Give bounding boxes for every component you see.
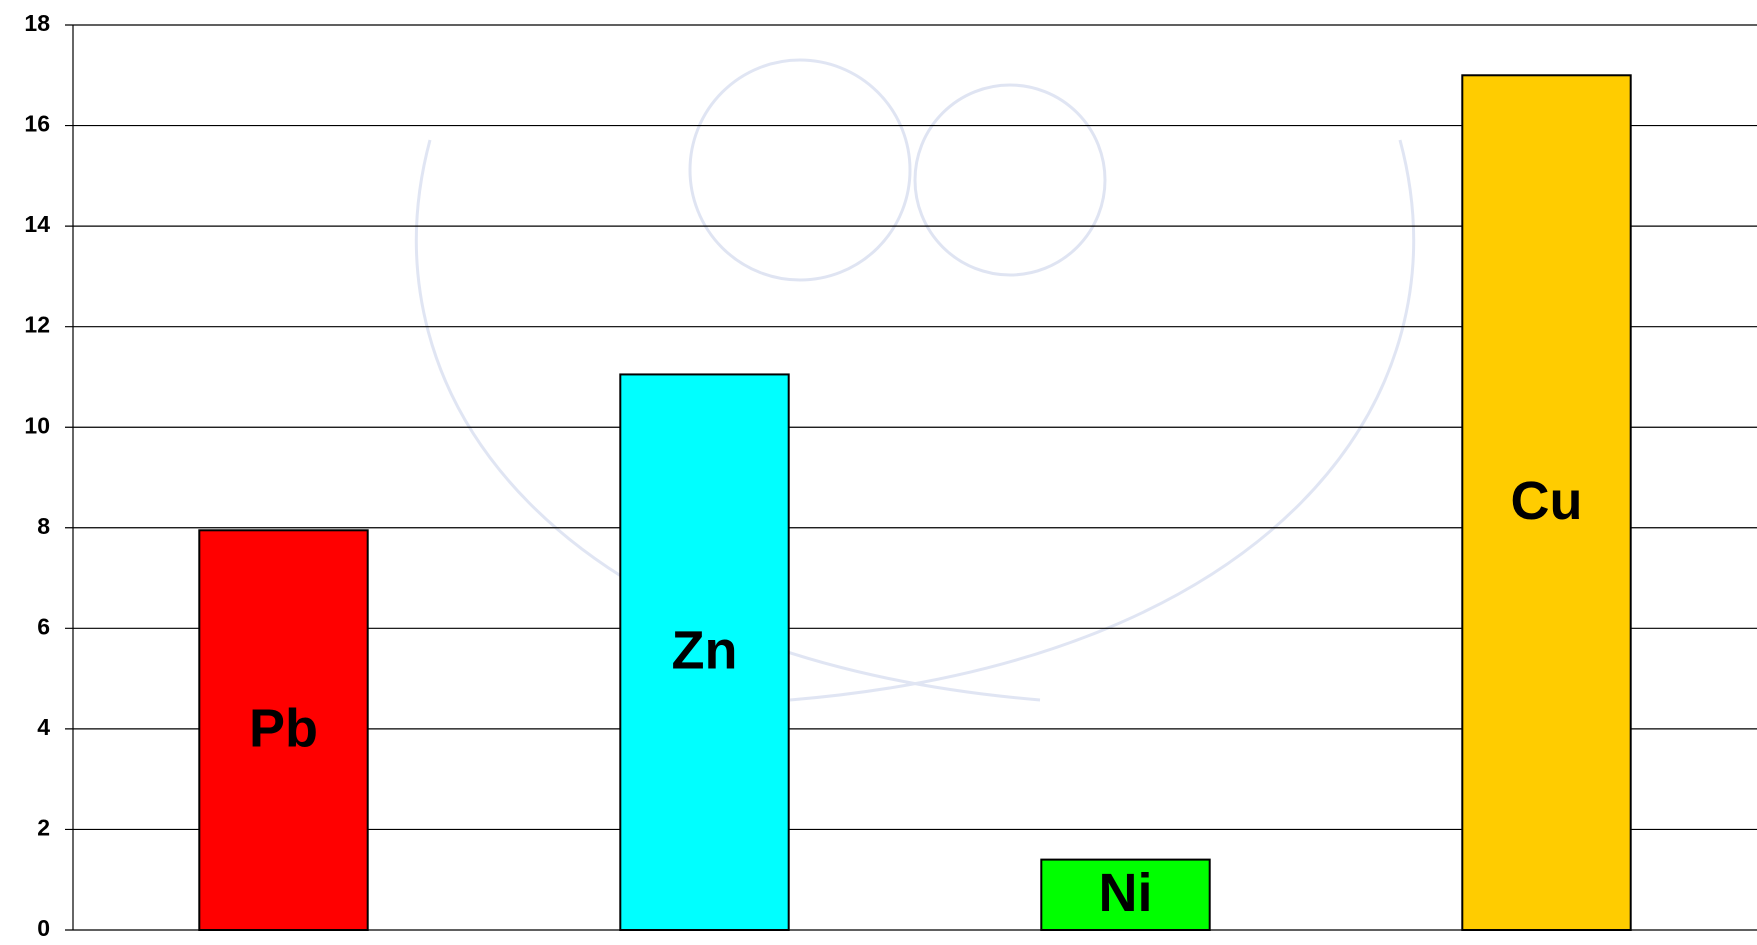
category-label: Pb <box>249 698 318 758</box>
category-label: Ni <box>1099 863 1153 923</box>
y-tick-label: 18 <box>24 10 50 36</box>
category-label: Zn <box>672 620 738 680</box>
y-tick-label: 0 <box>37 915 50 941</box>
y-tick-label: 16 <box>24 111 50 137</box>
y-tick-label: 6 <box>37 613 50 639</box>
category-label: Cu <box>1511 471 1583 531</box>
y-tick-label: 2 <box>37 815 50 841</box>
y-tick-label: 8 <box>37 513 50 539</box>
watermark <box>416 60 1413 700</box>
y-tick-label: 10 <box>24 412 50 438</box>
chart: 0 2 4 6 8 10 12 14 16 18 Pb Zn Ni Cu <box>0 0 1757 945</box>
y-tick-label: 4 <box>37 714 50 740</box>
y-tick-label: 14 <box>24 211 50 237</box>
y-tick-label: 12 <box>24 312 50 338</box>
